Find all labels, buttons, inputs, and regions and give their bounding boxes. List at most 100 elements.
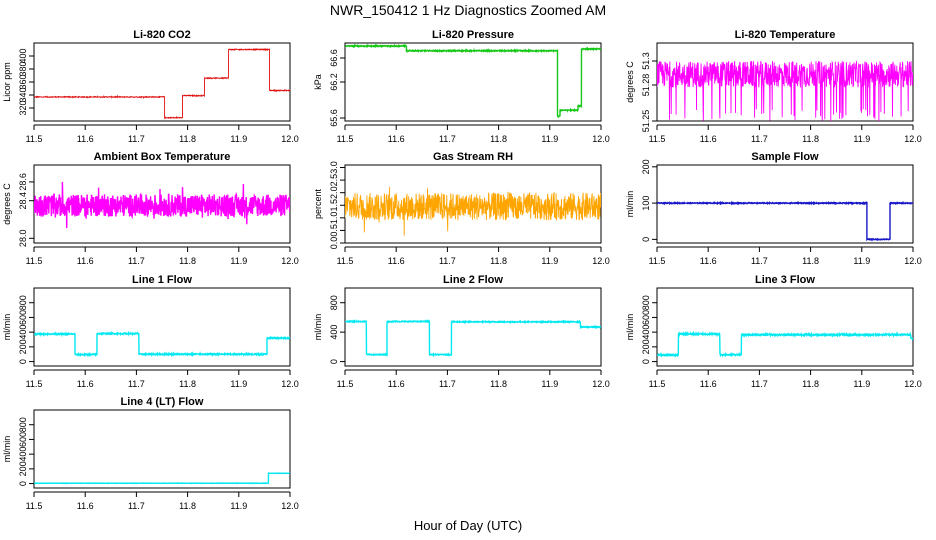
- y-tick-label: 51.28: [641, 74, 651, 97]
- x-tick-label: 12.0: [592, 134, 610, 144]
- panel-7: Line 1 Flow 11.5 11.6 11.7 11.8 11.9 12.0 0 2004…: [2, 274, 299, 389]
- panel-5: Gas Stream RH 11.5 11.6 11.7 11.8 11.9 12.0 0.0…: [313, 151, 610, 266]
- x-tick-label: 11.8: [802, 134, 819, 144]
- x-tick-label: 11.5: [26, 256, 43, 266]
- series-line: [657, 60, 913, 121]
- y-tick-label: 800: [329, 295, 339, 310]
- x-tick-label: 11.8: [490, 256, 507, 266]
- x-tick-label: 11.9: [853, 134, 870, 144]
- y-tick-label: 0.0: [329, 237, 339, 250]
- y-tick-label: 3.0: [329, 161, 339, 174]
- x-tick-label: 11.5: [26, 379, 43, 389]
- y-axis-label: ml/min: [625, 314, 635, 341]
- y-tick-label: 600: [641, 310, 651, 325]
- y-tick-label: 200: [18, 339, 28, 354]
- y-tick-label: 800: [18, 295, 28, 310]
- y-axis-label: degrees C: [2, 183, 12, 225]
- x-tick-label: 11.6: [77, 379, 94, 389]
- y-tick-label: 2.0: [329, 186, 339, 199]
- x-tick-label: 11.6: [700, 134, 717, 144]
- panel-2: Li-820 Pressure 11.5 11.6 11.7 11.8 11.9 12.0 6…: [313, 29, 610, 144]
- x-axis-caption: Hour of Day (UTC): [413, 518, 523, 533]
- x-tick-label: 11.5: [337, 134, 354, 144]
- y-tick-label: 0: [329, 359, 339, 364]
- series-line: [657, 200, 913, 242]
- x-tick-label: 11.9: [853, 256, 870, 266]
- panel-title: Li-820 Pressure: [432, 29, 514, 41]
- y-tick-label: 400: [18, 48, 28, 63]
- y-tick-label: 0: [18, 359, 28, 364]
- x-tick-label: 11.7: [128, 501, 145, 511]
- y-tick-label: 320: [18, 100, 28, 115]
- y-tick-label: 600: [18, 310, 28, 325]
- x-tick-label: 11.7: [751, 256, 768, 266]
- y-tick-label: 400: [329, 325, 339, 340]
- y-axis-label: Licor ppm: [2, 62, 12, 102]
- plot-frame: [33, 42, 291, 122]
- x-tick-label: 11.8: [802, 256, 819, 266]
- y-tick-label: 1.0: [329, 212, 339, 225]
- y-tick-label: 66.2: [329, 73, 339, 91]
- x-tick-label: 11.5: [649, 379, 666, 389]
- y-tick-label: 66.6: [329, 49, 339, 67]
- y-tick-label: 800: [18, 417, 28, 432]
- panel-3: Li-820 Temperature 11.5 11.6 11.7 11.8 11.9 12…: [625, 29, 922, 144]
- x-tick-label: 12.0: [281, 501, 299, 511]
- y-tick-label: 28.4: [18, 192, 28, 210]
- series-line: [34, 471, 290, 485]
- panel-10: Line 4 (LT) Flow 11.5 11.6 11.7 11.8 11.9 12.0…: [2, 396, 299, 511]
- series-line: [345, 186, 601, 236]
- x-tick-label: 11.7: [439, 256, 456, 266]
- panel-1: Li-820 CO2 11.5 11.6 11.7 11.8 11.9 12.0 320340…: [2, 29, 299, 144]
- x-tick-label: 12.0: [904, 256, 922, 266]
- y-tick-label: 0: [641, 359, 651, 364]
- x-tick-label: 12.0: [281, 134, 299, 144]
- x-tick-label: 12.0: [904, 134, 922, 144]
- x-tick-label: 11.8: [179, 501, 196, 511]
- y-tick-label: 360: [18, 74, 28, 89]
- x-tick-label: 11.7: [439, 134, 456, 144]
- y-tick-label: 28.0: [18, 230, 28, 248]
- x-tick-label: 11.6: [388, 256, 405, 266]
- x-tick-label: 11.9: [853, 379, 870, 389]
- x-tick-label: 11.8: [490, 379, 507, 389]
- y-tick-label: 400: [18, 325, 28, 340]
- x-tick-label: 11.6: [700, 379, 717, 389]
- panel-title: Sample Flow: [751, 151, 819, 163]
- series-line: [34, 47, 290, 120]
- y-tick-label: 28.6: [18, 173, 28, 191]
- y-tick-label: 0.5: [329, 224, 339, 237]
- y-axis-label: ml/min: [313, 314, 323, 341]
- y-axis-label: kPa: [313, 74, 323, 90]
- x-tick-label: 11.5: [26, 134, 43, 144]
- y-tick-label: 51.3: [641, 52, 651, 70]
- x-tick-label: 11.6: [77, 134, 94, 144]
- x-tick-label: 11.7: [128, 379, 145, 389]
- y-tick-label: 1.5: [329, 199, 339, 212]
- x-tick-label: 11.5: [649, 256, 666, 266]
- x-tick-label: 11.8: [179, 379, 196, 389]
- x-tick-label: 11.5: [337, 256, 354, 266]
- x-tick-label: 11.7: [751, 134, 768, 144]
- x-tick-label: 11.6: [77, 501, 94, 511]
- y-axis-label: percent: [313, 188, 323, 219]
- x-tick-label: 11.9: [541, 379, 558, 389]
- x-tick-label: 11.6: [388, 379, 405, 389]
- plot-frame: [33, 409, 291, 489]
- x-tick-label: 11.8: [802, 379, 819, 389]
- x-tick-label: 11.8: [179, 256, 196, 266]
- y-tick-label: 2.5: [329, 174, 339, 187]
- y-tick-label: 51.25: [641, 110, 651, 133]
- series-line: [34, 181, 290, 229]
- x-tick-label: 11.9: [230, 379, 247, 389]
- y-tick-label: 0: [641, 237, 651, 242]
- x-tick-label: 11.8: [490, 134, 507, 144]
- x-tick-label: 11.6: [700, 256, 717, 266]
- panel-title: Line 2 Flow: [443, 274, 503, 286]
- panel-title: Li-820 Temperature: [735, 29, 836, 41]
- x-tick-label: 12.0: [904, 379, 922, 389]
- y-axis-label: ml/min: [625, 191, 635, 218]
- figure-title: NWR_150412 1 Hz Diagnostics Zoomed AM: [329, 2, 607, 18]
- y-tick-label: 600: [18, 432, 28, 447]
